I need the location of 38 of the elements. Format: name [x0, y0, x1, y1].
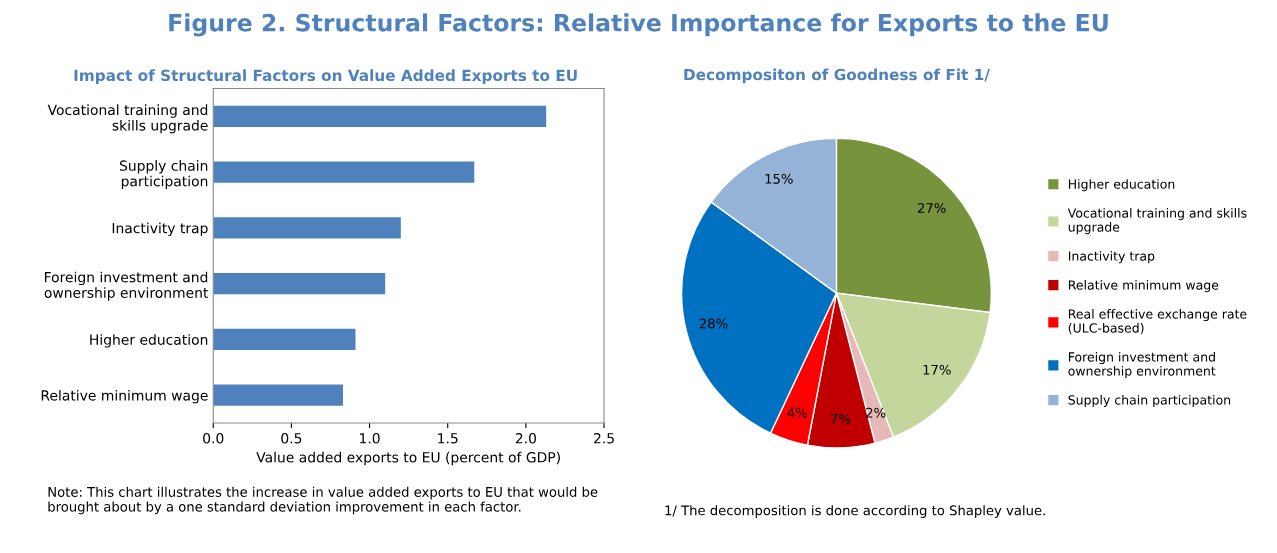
- y-tick-label: Higher education: [90, 334, 208, 348]
- chart-subtitle: Impact of Structural Factors on Value Added Exports to EU: [74, 69, 577, 85]
- legend-label: Real effective exchange rate (ULC-based): [1068, 309, 1247, 335]
- text: Note: This chart illustrates the increase in value added exports to EU that would be brought about by a one standard deviation improvement in each factor.: [48, 486, 598, 515]
- y-tick-label: Foreign investment and ownership environment: [44, 271, 209, 301]
- bar: [213, 384, 343, 406]
- x-tick-label: 2.5: [593, 433, 614, 444]
- legend-label: Supply chain participation: [1068, 394, 1231, 408]
- bar: [213, 217, 401, 239]
- x-tick-label: 0.5: [281, 433, 302, 444]
- bar: [213, 328, 356, 350]
- bar: [213, 161, 475, 183]
- x-tick-label: 0.0: [203, 433, 224, 444]
- data-label: 28%: [699, 318, 728, 329]
- data-label: 27%: [917, 202, 946, 213]
- legend-label: Relative minimum wage: [1068, 280, 1219, 293]
- data-label: 15%: [765, 173, 793, 184]
- legend-label: Inactivity trap: [1068, 251, 1155, 264]
- x-tick-label: 1.5: [438, 433, 458, 444]
- y-tick-label: Vocational training and skills upgrade: [47, 104, 208, 134]
- data-label: 7%: [831, 413, 851, 424]
- chart-title: Figure 2. Structural Factors: Relative Importance for Exports to the EU: [169, 13, 1108, 37]
- y-tick-label: Supply chain participation: [119, 160, 208, 190]
- data-label: 2%: [866, 407, 886, 418]
- y-tick-label: Relative minimum wage: [41, 389, 208, 404]
- legend-label: Higher education: [1068, 179, 1175, 192]
- x-tick-label: 1.0: [360, 433, 380, 444]
- bar: [213, 273, 386, 295]
- x-axis-title: Value added exports to EU (percent of GDP): [256, 451, 560, 466]
- data-label: 4%: [787, 407, 807, 418]
- legend-label: Vocational training and skills upgrade: [1067, 208, 1247, 235]
- bar: [213, 105, 547, 127]
- text: 1/ The decomposition is done according to Shapley value.: [665, 505, 1045, 518]
- data-label: 17%: [923, 364, 951, 375]
- legend-label: Foreign investment and ownership environment: [1068, 351, 1216, 379]
- y-tick-label: Inactivity trap: [112, 222, 208, 237]
- x-tick-label: 2.0: [515, 433, 536, 444]
- chart-title: Decompositon of Goodness of Fit 1/: [684, 68, 990, 84]
